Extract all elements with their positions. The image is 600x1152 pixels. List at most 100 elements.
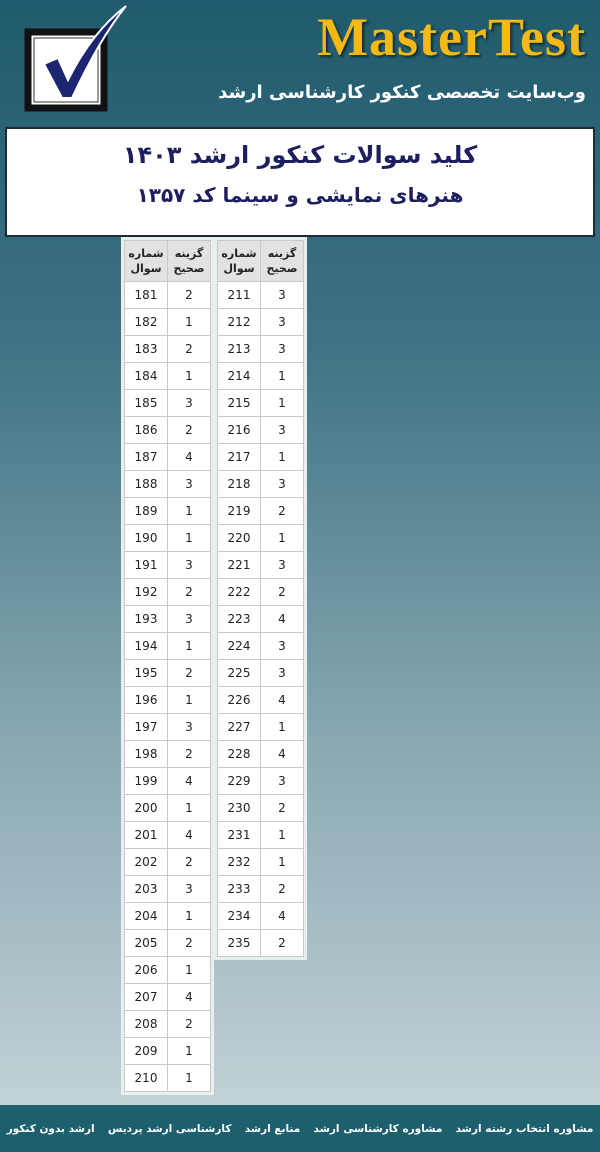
answer: 2 [260,875,304,903]
question-number: 226 [217,686,261,714]
row: 181 2 [124,281,211,309]
question-number: 210 [124,1064,168,1092]
row: 194 1 [124,632,211,660]
question-number: 213 [217,335,261,363]
row: 206 1 [124,956,211,984]
row: 217 1 [217,443,304,471]
question-number: 209 [124,1037,168,1065]
question-number: 189 [124,497,168,525]
answer: 3 [260,308,304,336]
row: 223 4 [217,605,304,633]
question-number: 190 [124,524,168,552]
question-number: 196 [124,686,168,714]
footer-link[interactable]: ارشد بدون کنکور [6,1122,95,1135]
answer: 2 [167,578,211,606]
row: 232 1 [217,848,304,876]
row: 234 4 [217,902,304,930]
row: 186 2 [124,416,211,444]
answer: 1 [167,497,211,525]
answer: 1 [260,362,304,390]
question-number: 200 [124,794,168,822]
answer: 3 [167,470,211,498]
answer: 2 [167,740,211,768]
row: 226 4 [217,686,304,714]
answer: 3 [260,551,304,579]
question-number: 221 [217,551,261,579]
question-number: 198 [124,740,168,768]
footer-link[interactable]: کارشناسی ارشد پردیس [107,1122,232,1135]
answer: 4 [260,740,304,768]
row: 220 1 [217,524,304,552]
question-number: 183 [124,335,168,363]
footer: ارشد بدون کنکور کارشناسی ارشد پردیس منابع … [0,1105,600,1152]
answer: 2 [167,1010,211,1038]
column-header-text: گزینه صحیح [173,247,205,275]
answer-table: شماره سوال گزینه صحیح 181 2 182 1 183 2 184 1 185 3… [124,240,211,1092]
row: 183 2 [124,335,211,363]
answer: 2 [260,794,304,822]
answer: 1 [167,902,211,930]
row: 203 3 [124,875,211,903]
answer: 3 [167,551,211,579]
question-number: 211 [217,281,261,309]
question-number: 186 [124,416,168,444]
answer: 1 [167,686,211,714]
answer: 3 [260,416,304,444]
row: 204 1 [124,902,211,930]
row: 212 3 [217,308,304,336]
question-number: 218 [217,470,261,498]
question-number: 207 [124,983,168,1011]
answer: 2 [167,929,211,957]
answer: 2 [167,848,211,876]
row: 190 1 [124,524,211,552]
footer-link[interactable]: مشاوره انتخاب رشته ارشد [455,1122,594,1135]
title: کلید سوالات کنکور ارشد ۱۴۰۳ [122,141,478,169]
answer-table: شماره سوال گزینه صحیح 211 3 212 3 213 3 214 1 215 1… [217,240,304,957]
row: 228 4 [217,740,304,768]
answer: 2 [260,578,304,606]
answer: 1 [167,308,211,336]
answer: 4 [167,821,211,849]
row: 215 1 [217,389,304,417]
question-number: 223 [217,605,261,633]
tables: شماره سوال گزینه صحیح 181 2 182 1 183 2 184 1 185 3… [124,240,476,1102]
answer: 3 [260,632,304,660]
header-row: شماره سوال گزینه صحیح [217,240,304,282]
question-number: 199 [124,767,168,795]
subtitle: هنرهای نمایشی و سینما کد ۱۳۵۷ [136,183,464,207]
row: 200 1 [124,794,211,822]
answer: 3 [260,767,304,795]
answer: 1 [167,524,211,552]
answer: 1 [260,713,304,741]
row: 224 3 [217,632,304,660]
question-number: 197 [124,713,168,741]
row: 218 3 [217,470,304,498]
title-box: کلید سوالات کنکور ارشد ۱۴۰۳ هنرهای نمایش… [5,127,595,237]
row: 229 3 [217,767,304,795]
question-number: 185 [124,389,168,417]
row: 184 1 [124,362,211,390]
row: 225 3 [217,659,304,687]
row: 197 3 [124,713,211,741]
answer: 1 [260,848,304,876]
row: 202 2 [124,848,211,876]
answer: 2 [167,335,211,363]
question-number: 194 [124,632,168,660]
question-number: 225 [217,659,261,687]
row: 210 1 [124,1064,211,1092]
row: 233 2 [217,875,304,903]
question-number: 234 [217,902,261,930]
footer-link[interactable]: منابع ارشد [244,1122,301,1135]
question-number: 232 [217,848,261,876]
answer: 3 [167,605,211,633]
answer: 1 [167,1064,211,1092]
question-number: 216 [217,416,261,444]
row: 209 1 [124,1037,211,1065]
row: 222 2 [217,578,304,606]
footer-link[interactable]: مشاوره کارشناسی ارشد [313,1122,443,1135]
row: 205 2 [124,929,211,957]
brand[interactable]: MasterTest [317,7,586,67]
column-header-text: گزینه صحیح [266,247,298,275]
row: 214 1 [217,362,304,390]
